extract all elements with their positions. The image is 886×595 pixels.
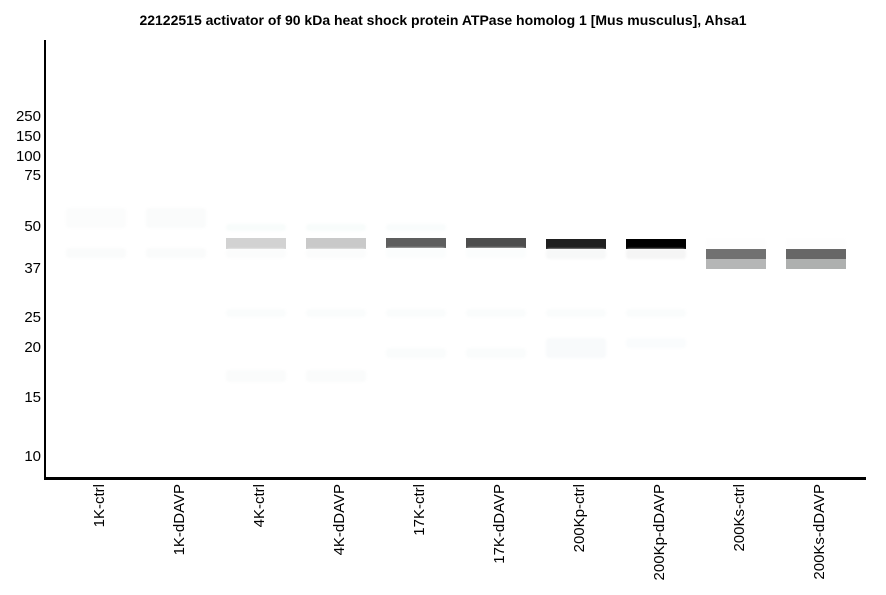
- lane-label-200Kp-dDAVP: 200Kp-dDAVP: [651, 484, 668, 581]
- band-17K-dDAVP-20kda: [466, 348, 526, 358]
- band-4K-ctrl-50kda: [226, 224, 286, 231]
- band-4K-ctrl-45kda: [226, 238, 286, 249]
- y-tick-label-75: 75: [24, 167, 41, 184]
- band-1K-ctrl-54kda: [66, 208, 126, 228]
- band-4K-ctrl-42kda: [226, 249, 286, 258]
- band-200Kp-dDAVP-42kda: [626, 249, 686, 259]
- lane-label-200Kp-ctrl: 200Kp-ctrl: [571, 484, 588, 553]
- band-1K-dDAVP-42kda: [146, 248, 206, 258]
- band-200Kp-ctrl-45kda: [546, 239, 606, 249]
- y-tick-label-100: 100: [15, 148, 41, 165]
- y-tick-label-250: 250: [15, 108, 41, 125]
- band-4K-dDAVP-17kda: [306, 370, 366, 382]
- band-200Ks-dDAVP-45kda: [786, 239, 846, 249]
- band-4K-ctrl-17kda: [226, 370, 286, 382]
- band-200Ks-ctrl-42kda: [706, 249, 766, 259]
- lane-label-17K-dDAVP: 17K-dDAVP: [491, 484, 508, 564]
- band-200Kp-dDAVP-22kda: [626, 338, 686, 348]
- band-200Ks-ctrl-39kda: [706, 259, 766, 269]
- y-tick-label-37: 37: [24, 260, 41, 277]
- y-tick-label-15: 15: [24, 389, 41, 406]
- x-axis-line: [44, 477, 866, 480]
- band-1K-ctrl-42kda: [66, 248, 126, 258]
- lane-label-4K-ctrl: 4K-ctrl: [251, 484, 268, 528]
- band-17K-ctrl-42kda: [386, 248, 446, 258]
- band-1K-dDAVP-54kda: [146, 208, 206, 228]
- lane-label-4K-dDAVP: 4K-dDAVP: [331, 484, 348, 556]
- band-17K-dDAVP-26kda: [466, 309, 526, 317]
- lane-label-17K-ctrl: 17K-ctrl: [411, 484, 428, 536]
- lane-label-1K-dDAVP: 1K-dDAVP: [171, 484, 188, 556]
- band-200Ks-dDAVP-39kda: [786, 259, 846, 269]
- y-axis-line: [44, 40, 46, 480]
- lane-label-1K-ctrl: 1K-ctrl: [91, 484, 108, 528]
- y-tick-label-25: 25: [24, 309, 41, 326]
- band-17K-ctrl-26kda: [386, 309, 446, 317]
- band-200Ks-dDAVP-42kda: [786, 249, 846, 259]
- band-200Kp-ctrl-26kda: [546, 309, 606, 317]
- band-4K-dDAVP-50kda: [306, 224, 366, 231]
- band-200Kp-ctrl-42kda: [546, 249, 606, 259]
- band-200Kp-dDAVP-26kda: [626, 309, 686, 317]
- y-tick-label-20: 20: [24, 339, 41, 356]
- y-tick-label-50: 50: [24, 218, 41, 235]
- band-17K-ctrl-20kda: [386, 348, 446, 358]
- band-17K-dDAVP-45kda: [466, 238, 526, 248]
- band-17K-ctrl-50kda: [386, 224, 446, 231]
- y-tick-label-150: 150: [15, 128, 41, 145]
- lane-label-200Ks-ctrl: 200Ks-ctrl: [731, 484, 748, 552]
- band-17K-dDAVP-42kda: [466, 248, 526, 258]
- lane-label-200Ks-dDAVP: 200Ks-dDAVP: [811, 484, 828, 580]
- band-200Ks-ctrl-45kda: [706, 239, 766, 249]
- band-4K-ctrl-26kda: [226, 309, 286, 317]
- band-4K-dDAVP-45kda: [306, 238, 366, 249]
- band-17K-ctrl-45kda: [386, 238, 446, 248]
- band-200Kp-dDAVP-45kda: [626, 239, 686, 249]
- band-200Kp-ctrl-21kda: [546, 338, 606, 358]
- y-tick-label-10: 10: [24, 448, 41, 465]
- band-4K-dDAVP-26kda: [306, 309, 366, 317]
- band-4K-dDAVP-42kda: [306, 249, 366, 258]
- chart-title: 22122515 activator of 90 kDa heat shock …: [139, 12, 747, 28]
